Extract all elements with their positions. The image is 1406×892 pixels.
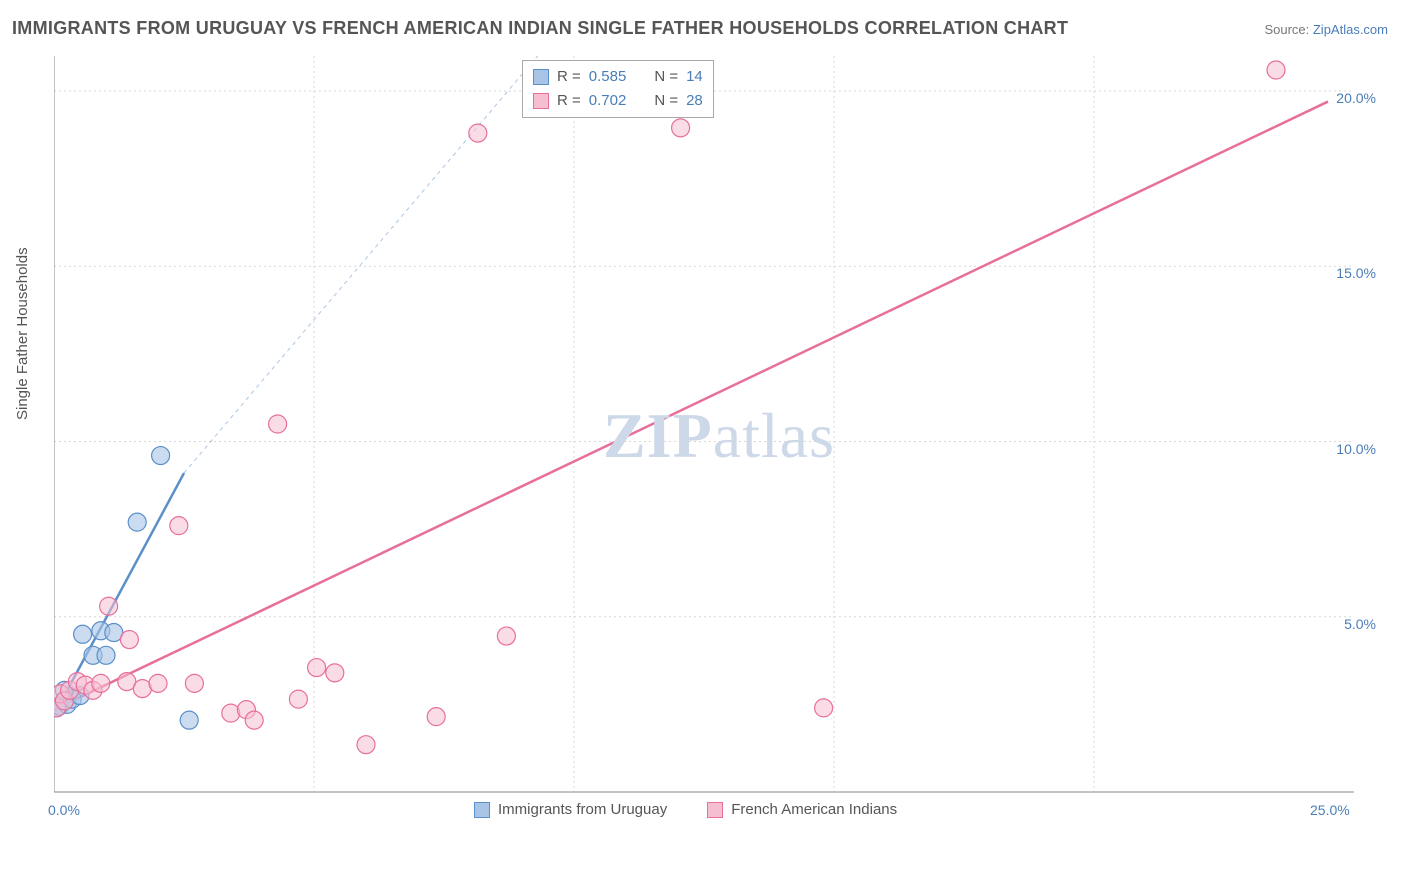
stat-R-series2: 0.702 [589,89,627,113]
y-tick-label: 5.0% [1344,616,1376,632]
stat-label-N: N = [654,65,678,89]
source-link[interactable]: ZipAtlas.com [1313,22,1388,37]
swatch-series2 [707,802,723,818]
stat-label-N: N = [654,89,678,113]
source-prefix: Source: [1264,22,1312,37]
source-attribution: Source: ZipAtlas.com [1264,22,1388,37]
swatch-series1 [533,69,549,85]
x-tick-label: 25.0% [1310,802,1350,818]
chart-title: IMMIGRANTS FROM URUGUAY VS FRENCH AMERIC… [12,18,1068,39]
y-tick-label: 10.0% [1336,441,1376,457]
stat-N-series2: 28 [686,89,703,113]
stat-R-series1: 0.585 [589,65,627,89]
scatter-plot [54,56,1384,816]
stat-row-series1: R = 0.585 N = 14 [533,65,703,89]
swatch-series1 [474,802,490,818]
legend-item-series2: French American Indians [707,801,897,818]
correlation-stats: R = 0.585 N = 14 R = 0.702 N = 28 [522,60,714,118]
legend-item-series1: Immigrants from Uruguay [474,801,667,818]
legend-label-series2: French American Indians [731,801,897,818]
y-axis-title: Single Father Households [14,247,31,420]
chart-area: ZIPatlas R = 0.585 N = 14 R = 0.702 N = … [54,56,1384,816]
legend-label-series1: Immigrants from Uruguay [498,801,667,818]
stat-label-R: R = [557,65,581,89]
y-tick-label: 20.0% [1336,90,1376,106]
y-tick-label: 15.0% [1336,265,1376,281]
x-legend: Immigrants from Uruguay French American … [474,801,897,818]
stat-label-R: R = [557,89,581,113]
x-tick-label: 0.0% [48,802,80,818]
stat-N-series1: 14 [686,65,703,89]
stat-row-series2: R = 0.702 N = 28 [533,89,703,113]
swatch-series2 [533,93,549,109]
